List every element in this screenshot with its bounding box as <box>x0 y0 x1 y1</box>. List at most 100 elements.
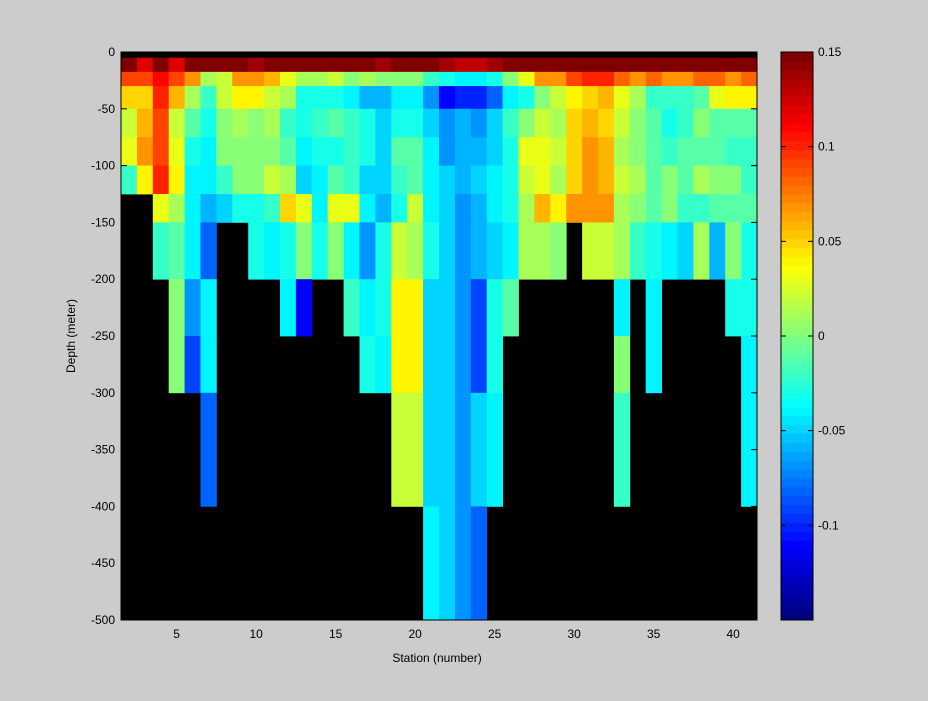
colorbar-band <box>781 211 813 222</box>
heatmap-cell <box>407 165 424 195</box>
heatmap-cell <box>661 194 678 223</box>
heatmap-cell <box>709 71 726 87</box>
heatmap-cell <box>295 57 313 73</box>
heatmap-cell <box>232 108 249 138</box>
y-tick-label: -250 <box>91 329 115 343</box>
heatmap-cell <box>216 57 233 73</box>
heatmap-cell <box>741 108 758 138</box>
heatmap-cell <box>232 137 249 166</box>
heatmap-cell <box>566 137 583 166</box>
heatmap-cell <box>168 137 185 166</box>
heatmap-cell <box>502 86 519 110</box>
heatmap-cell <box>741 392 758 507</box>
colorbar-band <box>781 460 813 470</box>
heatmap-cell <box>407 86 424 110</box>
heatmap-cell <box>264 108 281 138</box>
heatmap-cell <box>248 222 265 280</box>
heatmap-cell <box>613 71 631 87</box>
heatmap-cell <box>598 222 615 280</box>
heatmap-cell <box>661 222 678 280</box>
heatmap-cell <box>741 165 758 195</box>
heatmap-cell <box>470 86 488 110</box>
heatmap-cell <box>439 137 456 166</box>
colorbar-band <box>781 265 813 275</box>
heatmap-cell <box>613 336 631 394</box>
heatmap-cell <box>518 57 535 73</box>
heatmap-cell <box>486 165 503 195</box>
colorbar-band <box>781 60 813 71</box>
heatmap-cell <box>439 194 456 223</box>
y-axis-label: Depth (meter) <box>64 299 78 373</box>
heatmap-cell <box>121 137 138 166</box>
heatmap-cell <box>470 279 488 337</box>
heatmap-cell <box>550 194 567 223</box>
heatmap-cell <box>248 86 265 110</box>
heatmap-cell <box>232 86 249 110</box>
heatmap-cell <box>502 165 519 195</box>
heatmap-cell <box>741 194 758 223</box>
heatmap-cell <box>486 71 503 87</box>
heatmap-cell <box>168 194 185 223</box>
heatmap-cell <box>152 137 170 166</box>
heatmap-cell <box>550 222 567 280</box>
heatmap-cell <box>613 108 631 138</box>
colorbar-band <box>781 105 813 115</box>
heatmap-cell <box>550 86 567 110</box>
heatmap-cell <box>359 279 376 337</box>
heatmap-cell <box>200 71 217 87</box>
heatmap-cell <box>709 57 726 73</box>
heatmap-cell <box>741 137 758 166</box>
heatmap-cell <box>518 71 535 87</box>
heatmap-cell <box>582 86 599 110</box>
colorbar-band <box>781 424 813 435</box>
heatmap-cell <box>200 336 217 394</box>
heatmap-cell <box>264 165 281 195</box>
heatmap-cell <box>295 71 313 87</box>
heatmap-cell <box>486 392 503 507</box>
heatmap-cell <box>280 86 297 110</box>
heatmap-cell <box>375 279 392 337</box>
heatmap-cell <box>375 336 392 394</box>
y-tick-label: -100 <box>91 159 115 173</box>
colorbar-band <box>781 442 813 452</box>
heatmap-cell <box>439 392 456 507</box>
heatmap-cell <box>184 57 201 73</box>
heatmap-cell <box>264 222 281 280</box>
heatmap-cell <box>264 137 281 166</box>
heatmap-cell <box>311 71 329 87</box>
heatmap-cell <box>645 165 662 195</box>
heatmap-cell <box>391 222 408 280</box>
colorbar-band <box>781 433 813 444</box>
heatmap-cell <box>693 108 710 138</box>
heatmap-cell <box>264 86 281 110</box>
heatmap-cell <box>407 71 424 87</box>
heatmap-cell <box>327 86 344 110</box>
heatmap-cell <box>311 86 329 110</box>
heatmap-cell <box>709 137 726 166</box>
colorbar-tick-label: 0.1 <box>818 140 835 154</box>
x-tick-label: 35 <box>647 627 661 641</box>
heatmap-cell <box>629 137 647 166</box>
colorbar-band <box>781 318 813 328</box>
heatmap-cell <box>407 279 424 337</box>
colorbar-band <box>781 247 813 257</box>
heatmap-cell <box>343 108 360 138</box>
heatmap-cell <box>598 165 615 195</box>
colorbar-band <box>781 238 813 248</box>
colorbar-band <box>781 131 813 142</box>
heatmap-cell <box>184 279 201 337</box>
heatmap-cell <box>470 222 488 280</box>
heatmap-cell <box>136 165 154 195</box>
heatmap-cell <box>295 86 313 110</box>
heatmap-cell <box>280 71 297 87</box>
heatmap-cell <box>359 57 376 73</box>
heatmap-cell <box>280 165 297 195</box>
heatmap-cell <box>470 506 488 621</box>
colorbar-band <box>781 504 813 515</box>
x-tick-label: 25 <box>488 627 502 641</box>
heatmap-cell <box>152 194 170 223</box>
heatmap-cell <box>534 86 551 110</box>
heatmap-cell <box>168 165 185 195</box>
heatmap-cell <box>359 165 376 195</box>
